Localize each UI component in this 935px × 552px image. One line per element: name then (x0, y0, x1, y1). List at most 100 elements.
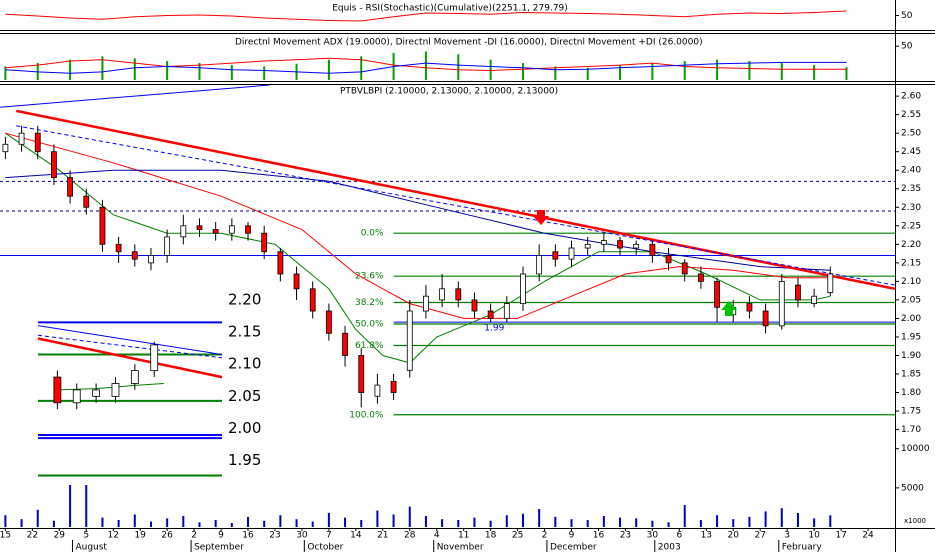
histogram-bar (230, 65, 233, 80)
candle-body (455, 288, 462, 301)
candle-body (374, 384, 381, 397)
y-tick-label: 2.10 (228, 355, 261, 373)
volume-bar (699, 519, 702, 527)
x-tick-label: 27 (754, 531, 765, 541)
candle-body (552, 251, 559, 260)
month-label: 2003 (658, 543, 681, 552)
volume-bar (247, 516, 250, 527)
x-tick-label: 23 (620, 531, 631, 541)
y-tick-label: 1.75 (901, 407, 921, 417)
candle-body (487, 310, 494, 319)
fib-label: 0.0% (361, 229, 384, 239)
volume-bar (149, 521, 152, 527)
candle-body (762, 310, 769, 327)
y-tick-label: 1.95 (228, 451, 261, 469)
y-tick-label: 1.85 (901, 370, 921, 380)
y-tick-label: 2.05 (228, 387, 261, 405)
x-tick-label: 24 (862, 531, 874, 541)
candle-body (150, 344, 159, 372)
volume-bar (651, 520, 654, 527)
candle-body (111, 383, 120, 397)
x-tick-label: 26 (161, 531, 173, 541)
volume-bar (36, 509, 39, 527)
volume-bar (716, 515, 719, 527)
x-tick-label: 6 (676, 531, 682, 541)
candle-body (180, 225, 187, 238)
trendline (0, 84, 270, 108)
candle-body (18, 132, 25, 145)
volume-bar (780, 508, 783, 527)
x-tick-label: 21 (377, 531, 388, 541)
candle-body (390, 381, 397, 393)
volume-bar (4, 515, 7, 527)
volume-bar (101, 517, 104, 527)
y-tick-label: 2.15 (228, 323, 261, 341)
candle-body (34, 132, 41, 153)
x-tick-label: 10 (808, 531, 820, 541)
histogram-bar (327, 59, 330, 80)
candle-body (309, 288, 316, 312)
y-tick-label: 2.00 (228, 419, 261, 437)
candle-body (130, 370, 139, 384)
y-tick-label: 2.15 (901, 258, 921, 268)
candle-body (439, 288, 446, 301)
candle-body (698, 273, 704, 282)
x-tick-label: 13 (701, 531, 712, 541)
inset-background (0, 285, 265, 485)
volume-bar (813, 518, 816, 527)
volume-bar (732, 519, 735, 527)
candle-body (293, 273, 300, 290)
candle-body (115, 243, 122, 253)
y-tick-label: 2.50 (901, 129, 921, 139)
candle-body (714, 280, 720, 308)
candle-body (617, 240, 623, 249)
moving-average (5, 169, 831, 271)
candle-body (72, 389, 81, 404)
candle-body (795, 284, 801, 301)
volume-bar (748, 516, 751, 527)
candle-body (342, 332, 348, 356)
volume-bar (279, 515, 282, 527)
histogram-bar (424, 51, 427, 80)
volume-bar (570, 519, 573, 527)
y-tick-label: 2.30 (901, 203, 921, 213)
volume-bar (311, 521, 314, 527)
candle-body (277, 251, 284, 275)
histogram-bar (683, 61, 686, 80)
histogram-bar (457, 54, 460, 80)
x-tick-label: 4 (434, 531, 440, 541)
x-tick-label: 3 (784, 531, 790, 541)
volume-bar (85, 465, 88, 527)
volume-bar (230, 523, 233, 527)
candle-body (83, 195, 90, 208)
volume-bar (521, 513, 524, 527)
month-label: November (437, 543, 484, 552)
x-tick-label: 30 (647, 531, 659, 541)
month-label: February (782, 543, 823, 552)
candle-body (778, 280, 785, 327)
line-label: 1.99 (484, 324, 504, 334)
y-tick-label: 2.10 (901, 277, 921, 287)
x-tick-label: 11 (458, 531, 469, 541)
volume-bar (263, 520, 266, 527)
candle-body (536, 255, 543, 275)
month-label: October (307, 543, 343, 552)
x-tick-label: 16 (242, 531, 254, 541)
x-tick-label: 5 (83, 531, 89, 541)
candle-body (811, 295, 818, 305)
candle-body (131, 251, 138, 260)
candle-body (503, 303, 510, 319)
histogram-bar (263, 66, 266, 80)
volume-bar (441, 519, 444, 527)
trendline (15, 109, 896, 291)
candle-body (325, 310, 332, 334)
candle-body (423, 295, 429, 312)
x-tick-label: 29 (54, 531, 66, 541)
x-tick-label: 12 (107, 531, 118, 541)
volume-bar (683, 505, 686, 527)
unit-label: x1000 (904, 517, 926, 525)
volume-bar (376, 510, 379, 527)
candle-body (2, 143, 9, 153)
volume-bar (20, 519, 23, 527)
histogram-bar (619, 65, 622, 80)
